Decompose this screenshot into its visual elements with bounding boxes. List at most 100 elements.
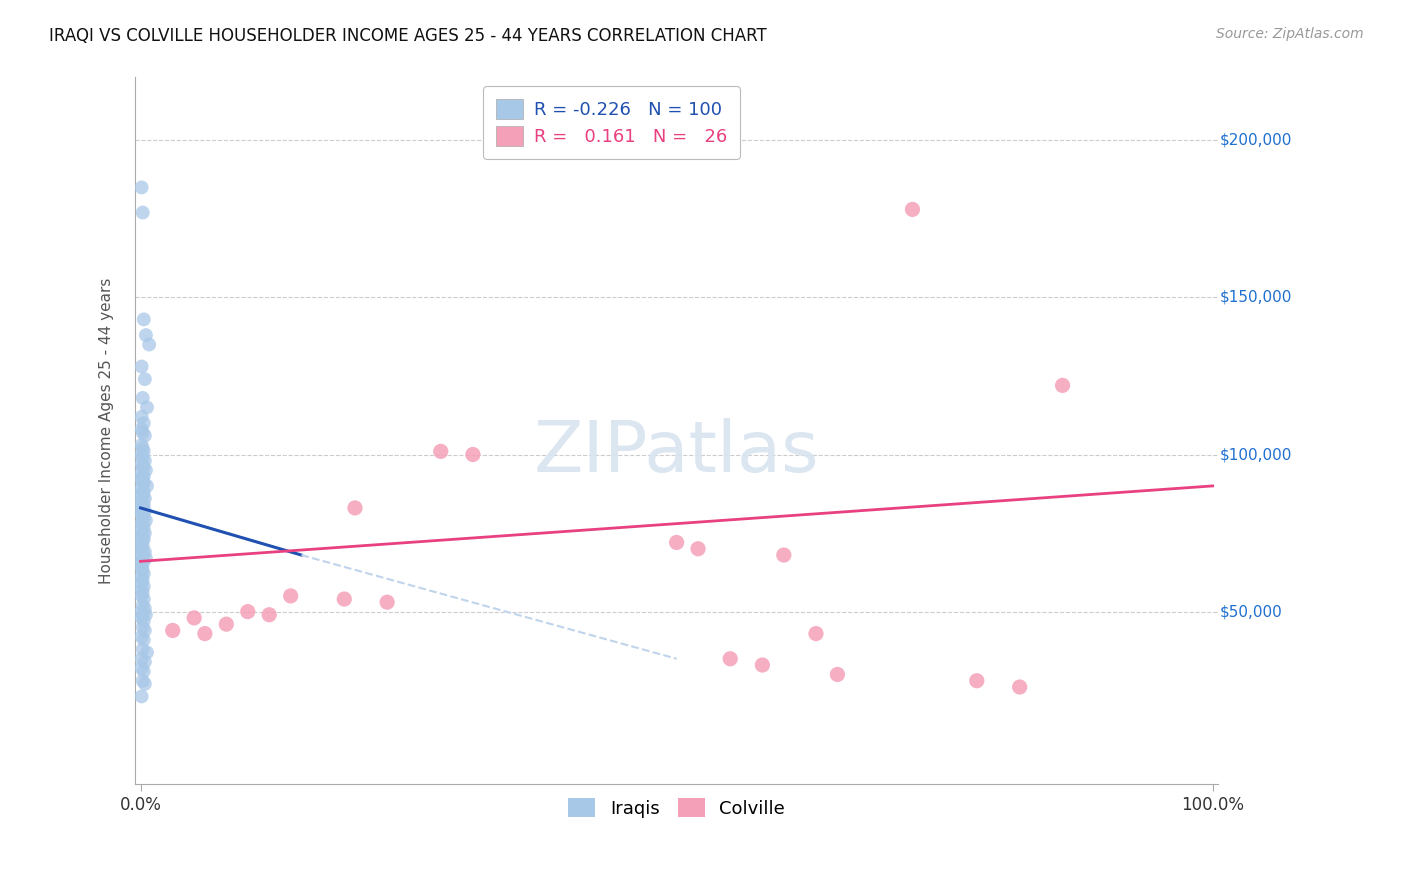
Point [131, 673, 153, 688]
Point [132, 579, 155, 593]
Point [131, 422, 153, 436]
Point [461, 448, 484, 462]
Point [131, 504, 153, 518]
Point [131, 599, 153, 613]
Point [131, 450, 153, 465]
Point [131, 359, 153, 374]
Point [132, 444, 155, 458]
Point [132, 533, 155, 547]
Point [131, 516, 153, 531]
Point [131, 535, 153, 549]
Point [131, 545, 153, 559]
Point [131, 529, 153, 543]
Point [901, 202, 924, 217]
Point [131, 516, 153, 531]
Point [132, 614, 155, 628]
Point [131, 510, 153, 524]
Point [132, 510, 155, 524]
Point [134, 504, 156, 518]
Point [429, 444, 451, 458]
Point [131, 457, 153, 471]
Point [132, 592, 155, 607]
Point [131, 205, 153, 219]
Point [131, 570, 153, 584]
Point [131, 541, 153, 556]
Point [132, 520, 155, 534]
Point [131, 548, 153, 562]
Point [131, 630, 153, 644]
Point [131, 576, 153, 591]
Point [131, 409, 153, 424]
Point [131, 441, 153, 455]
Point [665, 535, 688, 549]
Point [134, 677, 156, 691]
Point [135, 328, 157, 343]
Point [132, 460, 155, 475]
Point [134, 454, 156, 468]
Point [136, 645, 159, 659]
Text: Source: ZipAtlas.com: Source: ZipAtlas.com [1216, 27, 1364, 41]
Point [132, 498, 155, 512]
Point [132, 566, 155, 581]
Point [162, 624, 184, 638]
Point [134, 428, 156, 442]
Point [236, 605, 259, 619]
Point [131, 498, 153, 512]
Point [804, 626, 827, 640]
Point [132, 475, 155, 490]
Point [131, 491, 153, 506]
Point [131, 488, 153, 502]
Point [131, 500, 153, 515]
Point [132, 312, 155, 326]
Point [131, 473, 153, 487]
Point [132, 632, 155, 647]
Point [134, 372, 156, 386]
Point [138, 337, 160, 351]
Point [183, 611, 205, 625]
Point [132, 485, 155, 500]
Legend: Iraqis, Colville: Iraqis, Colville [561, 791, 792, 825]
Point [718, 652, 741, 666]
Point [135, 607, 157, 622]
Point [135, 463, 157, 477]
Point [772, 548, 794, 562]
Point [1052, 378, 1074, 392]
Point [131, 551, 153, 566]
Point [131, 438, 153, 452]
Point [131, 533, 153, 547]
Point [132, 469, 155, 483]
Point [131, 467, 153, 481]
Point [131, 642, 153, 657]
Point [134, 526, 156, 541]
Point [132, 416, 155, 430]
Point [135, 514, 157, 528]
Point [131, 589, 153, 603]
Point [131, 482, 153, 496]
Point [131, 507, 153, 521]
Point [131, 180, 153, 194]
Point [131, 494, 153, 508]
Point [134, 624, 156, 638]
Point [131, 448, 153, 462]
Point [333, 592, 356, 607]
Point [131, 690, 153, 704]
Point [131, 560, 153, 574]
Point [134, 601, 156, 615]
Point [1008, 680, 1031, 694]
Point [131, 391, 153, 405]
Text: $50,000: $50,000 [1220, 604, 1282, 619]
Point [131, 620, 153, 634]
Text: $100,000: $100,000 [1220, 447, 1292, 462]
Point [131, 554, 153, 568]
Text: $200,000: $200,000 [1220, 133, 1292, 148]
Point [136, 479, 159, 493]
Point [134, 491, 156, 506]
Point [131, 469, 153, 483]
Text: IRAQI VS COLVILLE HOUSEHOLDER INCOME AGES 25 - 44 YEARS CORRELATION CHART: IRAQI VS COLVILLE HOUSEHOLDER INCOME AGE… [49, 27, 766, 45]
Point [131, 425, 153, 440]
Point [375, 595, 398, 609]
Point [131, 526, 153, 541]
Point [194, 626, 217, 640]
Y-axis label: Householder Income Ages 25 - 44 years: Householder Income Ages 25 - 44 years [100, 277, 114, 584]
Point [686, 541, 709, 556]
